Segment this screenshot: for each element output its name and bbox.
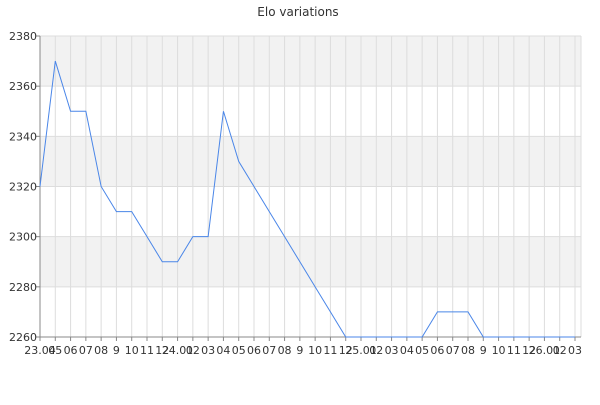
x-tick-label: 08 bbox=[278, 344, 292, 357]
series-layer bbox=[39, 60, 575, 338]
y-tick-label: 2360 bbox=[9, 80, 37, 93]
x-tick-label: 9 bbox=[113, 344, 120, 357]
x-tick-label: 05 bbox=[48, 344, 62, 357]
y-tick-label: 2320 bbox=[9, 181, 37, 194]
background-bands bbox=[40, 36, 581, 287]
y-tick-label: 2340 bbox=[9, 130, 37, 143]
x-tick-label: 07 bbox=[79, 344, 93, 357]
series-line bbox=[39, 60, 575, 338]
x-tick-label: 11 bbox=[140, 344, 154, 357]
x-tick-label: 03 bbox=[568, 344, 582, 357]
grid-band bbox=[40, 36, 581, 87]
x-tick-label: 07 bbox=[446, 344, 460, 357]
x-tick-label: 12 bbox=[339, 344, 353, 357]
x-tick-label: 08 bbox=[94, 344, 108, 357]
x-tick-label: 11 bbox=[507, 344, 521, 357]
x-tick-label: 12 bbox=[522, 344, 536, 357]
x-tick-label: 03 bbox=[385, 344, 399, 357]
x-tick-label: 26.01 bbox=[529, 344, 561, 357]
x-tick-label: 06 bbox=[247, 344, 261, 357]
x-tick-label: 02 bbox=[553, 344, 567, 357]
x-tick-label: 04 bbox=[400, 344, 414, 357]
y-tick-label: 2300 bbox=[9, 231, 37, 244]
y-tick-label: 2260 bbox=[9, 331, 37, 344]
x-tick-label: 10 bbox=[308, 344, 322, 357]
x-tick-label: 07 bbox=[262, 344, 276, 357]
x-tick-label: 10 bbox=[492, 344, 506, 357]
x-tick-label: 25.01 bbox=[345, 344, 377, 357]
grid-band bbox=[40, 136, 581, 187]
x-tick-label: 11 bbox=[323, 344, 337, 357]
x-tick-label: 03 bbox=[201, 344, 215, 357]
x-tick-label: 06 bbox=[430, 344, 444, 357]
x-tick-label: 9 bbox=[480, 344, 487, 357]
x-tick-label: 05 bbox=[415, 344, 429, 357]
x-tick-label: 02 bbox=[369, 344, 383, 357]
x-tick-label: 23.04 bbox=[24, 344, 56, 357]
chart-title: Elo variations bbox=[257, 5, 338, 19]
x-tick-label: 08 bbox=[461, 344, 475, 357]
x-tick-label: 02 bbox=[186, 344, 200, 357]
y-axis-ticks: 2260 2280 2300 2320 2340 2360 2380 bbox=[9, 30, 40, 344]
y-tick-label: 2280 bbox=[9, 281, 37, 294]
x-tick-label: 12 bbox=[155, 344, 169, 357]
x-tick-label: 24.01 bbox=[162, 344, 194, 357]
x-tick-label: 10 bbox=[125, 344, 139, 357]
x-tick-label: 04 bbox=[216, 344, 230, 357]
x-tick-label: 9 bbox=[296, 344, 303, 357]
x-tick-label: 06 bbox=[64, 344, 78, 357]
x-tick-label: 05 bbox=[232, 344, 246, 357]
y-tick-label: 2380 bbox=[9, 30, 37, 43]
